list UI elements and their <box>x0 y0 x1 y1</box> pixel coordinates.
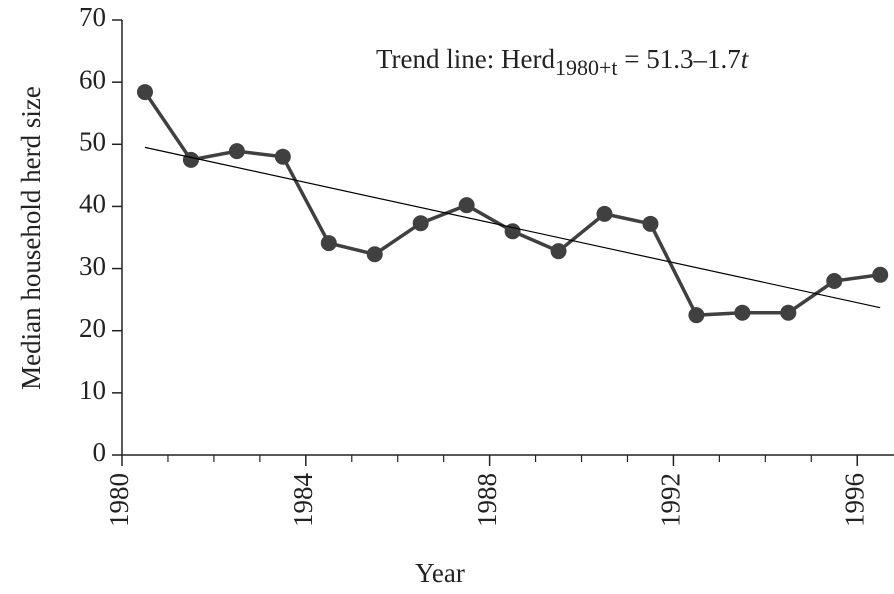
x-tick-label: 1980 <box>104 473 134 527</box>
y-tick-label: 20 <box>79 313 106 343</box>
annotation-part: 1980+t <box>555 55 618 80</box>
y-tick-label: 50 <box>79 126 106 156</box>
x-tick-label: 1996 <box>839 473 869 527</box>
data-point <box>596 205 613 222</box>
y-tick-label: 30 <box>79 251 106 281</box>
data-point <box>320 235 337 252</box>
data-point <box>274 148 291 165</box>
annotation-part: t <box>741 44 750 74</box>
data-point <box>228 143 245 160</box>
data-point <box>872 266 889 283</box>
data-point <box>780 304 797 321</box>
annotation: Trend line: Herd1980+t = 51.3–1.7t <box>376 44 750 80</box>
data-point <box>642 215 659 232</box>
data-point <box>504 223 521 240</box>
x-tick-label: 1984 <box>288 473 318 528</box>
trend-line <box>144 146 881 309</box>
data-point <box>734 304 751 321</box>
y-tick-label: 70 <box>79 2 106 32</box>
data-point <box>136 84 153 101</box>
data-line <box>143 91 881 317</box>
x-tick-label: 1992 <box>656 473 686 527</box>
y-axis-label: Median household herd size <box>16 86 46 390</box>
annotation-part: = 51.3–1.7 <box>618 44 741 74</box>
data-point <box>550 243 567 260</box>
data-point <box>688 307 705 324</box>
annotation-part: Trend line: Herd <box>376 44 555 74</box>
data-point <box>182 151 199 168</box>
y-tick-label: 10 <box>79 375 106 405</box>
data-point <box>458 197 475 214</box>
data-point <box>366 246 383 263</box>
y-tick-label: 60 <box>79 64 106 94</box>
data-point <box>412 215 429 232</box>
x-tick-label: 1988 <box>472 473 502 527</box>
x-axis-label: Year <box>415 558 465 588</box>
data-point <box>826 273 843 289</box>
y-tick-label: 40 <box>79 189 106 219</box>
y-tick-label: 0 <box>93 437 107 467</box>
